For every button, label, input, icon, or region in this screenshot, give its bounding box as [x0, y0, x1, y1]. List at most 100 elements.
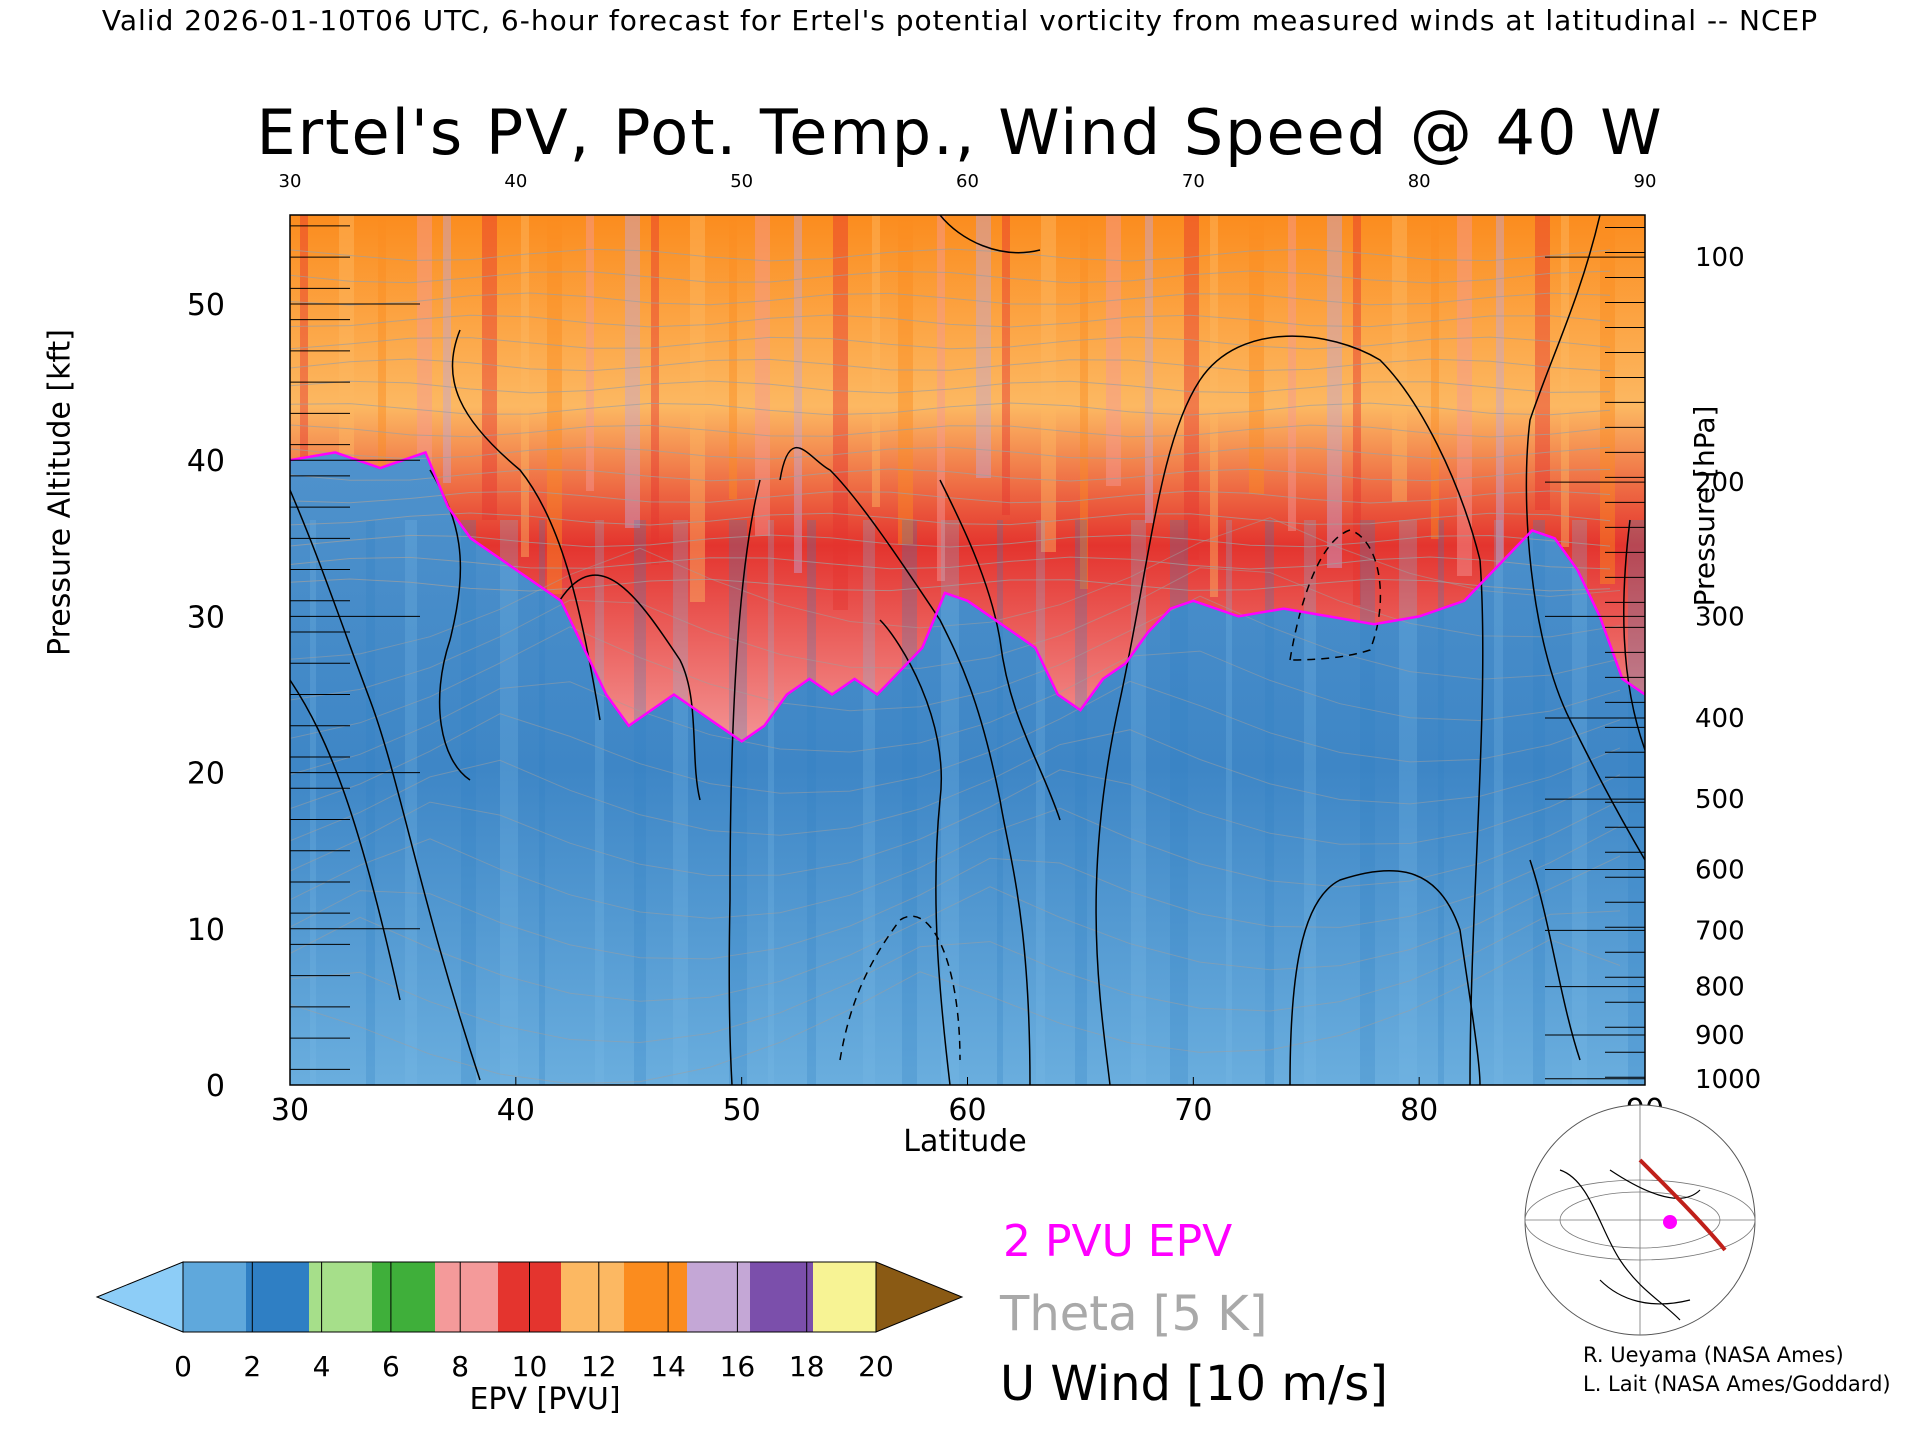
theta-contours	[290, 248, 1621, 1085]
colorbar-tick-label: 18	[789, 1350, 825, 1383]
troposphere-streak	[1572, 520, 1587, 1085]
theta-contour-line	[290, 729, 1621, 842]
pressure-tick-label: 400	[1695, 704, 1745, 734]
stratosphere-streak	[1106, 215, 1121, 486]
colorbar-tick-label: 20	[858, 1350, 894, 1383]
theta-contour-line	[290, 468, 1611, 482]
stratosphere-streak	[690, 215, 705, 602]
x-axis-title: Latitude	[903, 1124, 1027, 1159]
stratosphere-streak	[976, 215, 991, 478]
troposphere-streak	[1438, 520, 1444, 1085]
colorbar-segment	[246, 1262, 310, 1332]
troposphere-streak	[366, 520, 375, 1085]
x-tick-label-top: 70	[1182, 171, 1205, 192]
colorbar-tick-label: 12	[581, 1350, 617, 1383]
troposphere-streak	[1533, 520, 1545, 1085]
troposphere-streaks	[310, 520, 1645, 1085]
x-tick-label-top: 80	[1408, 171, 1431, 192]
y-tick-label: 0	[206, 1069, 225, 1104]
stratosphere-streak	[937, 215, 945, 581]
stratosphere-streak	[1288, 215, 1296, 531]
pressure-tick-label: 1000	[1695, 1065, 1761, 1095]
theta-contour-line	[290, 680, 1621, 810]
stratosphere-streak	[1392, 215, 1407, 502]
troposphere-streak	[1399, 520, 1417, 1085]
colorbar-segment	[372, 1262, 436, 1332]
stratosphere-streak	[729, 215, 737, 499]
colorbar-tick-label: 8	[451, 1350, 469, 1383]
theta-contour-line	[290, 938, 1621, 1085]
theta-contour-line	[290, 336, 1611, 350]
theta-contour-line	[290, 512, 1611, 526]
pressure-tick-label: 700	[1695, 916, 1745, 946]
theta-contour-line	[290, 292, 1611, 306]
colorbar-segment	[309, 1262, 373, 1332]
troposphere-streak	[807, 520, 816, 1085]
stratosphere-streak	[651, 215, 659, 565]
colorbar-segment	[624, 1262, 688, 1332]
troposphere-streak	[461, 520, 476, 1085]
troposphere-streak	[1170, 520, 1188, 1085]
stratosphere-streak	[1496, 215, 1504, 613]
troposphere-streak	[1304, 520, 1316, 1085]
stratosphere-streak	[1210, 215, 1218, 597]
colorbar-over-arrow	[875, 1261, 964, 1333]
stratosphere-streak	[1080, 215, 1088, 589]
troposphere-streak	[1265, 520, 1274, 1085]
stratosphere-streak	[1184, 215, 1199, 560]
theta-contour-line	[290, 380, 1611, 394]
stratosphere-streak	[1600, 215, 1615, 584]
pressure-tick-label: 800	[1695, 973, 1745, 1003]
troposphere-streak	[634, 520, 646, 1085]
pressure-tick-label: 500	[1695, 785, 1745, 815]
troposphere-streak	[863, 520, 875, 1085]
y-tick-label: 50	[187, 288, 225, 323]
stratosphere-streak	[586, 215, 594, 491]
theta-contour-line	[290, 358, 1611, 372]
colorbar-tick-label: 6	[382, 1350, 400, 1383]
stratosphere-streak	[1327, 215, 1342, 568]
x-tick-label-top: 90	[1634, 171, 1657, 192]
colorbar-tick-label: 0	[174, 1350, 192, 1383]
stratosphere-streak	[625, 215, 640, 528]
troposphere-streak	[1075, 520, 1087, 1085]
troposphere-streak	[902, 520, 917, 1085]
legend-u-wind: U Wind [10 m/s]	[1000, 1356, 1389, 1412]
theta-contour-line	[290, 270, 1611, 284]
stratosphere-streak	[833, 215, 848, 610]
negative-wind-contour	[1289, 529, 1382, 661]
troposphere-streak	[729, 520, 747, 1085]
troposphere-streak	[1036, 520, 1045, 1085]
stratosphere-streak	[1431, 215, 1439, 539]
header-valid-line: Valid 2026-01-10T06 UTC, 6-hour forecast…	[101, 4, 1819, 37]
pressure-tick-label: 300	[1695, 602, 1745, 632]
pressure-tick-label: 600	[1695, 855, 1745, 885]
theta-contour-line	[290, 855, 1621, 1002]
x-tick-label-top: 30	[279, 171, 302, 192]
stratosphere-streak	[794, 215, 802, 573]
x-tick-label: 50	[723, 1093, 761, 1128]
theta-contour-line	[290, 595, 1621, 739]
troposphere-streak	[1226, 520, 1232, 1085]
colorbar-tick-label: 2	[243, 1350, 261, 1383]
colorbar-tick-label: 4	[313, 1350, 331, 1383]
stratosphere-streak	[339, 215, 354, 512]
colorbar-segment	[183, 1262, 247, 1332]
stratosphere-streak	[1041, 215, 1056, 552]
troposphere-streak	[595, 520, 604, 1085]
stratosphere-streak	[1249, 215, 1264, 494]
negative-wind-contour	[839, 915, 961, 1061]
pressure-tick-label: 100	[1695, 243, 1745, 273]
stratosphere-streak	[755, 215, 770, 536]
x-tick-label: 60	[948, 1093, 986, 1128]
theta-contour-line	[290, 534, 1611, 548]
chart-title: Ertel's PV, Pot. Temp., Wind Speed @ 40 …	[256, 96, 1664, 169]
stratosphere-streak	[521, 215, 529, 557]
theta-contour-line	[290, 402, 1611, 416]
troposphere-streak	[405, 520, 417, 1085]
theta-contour-line	[290, 490, 1611, 504]
pressure-tick-label: 200	[1695, 468, 1745, 498]
theta-contour-line	[290, 314, 1611, 328]
wind-contours	[290, 215, 1645, 1085]
